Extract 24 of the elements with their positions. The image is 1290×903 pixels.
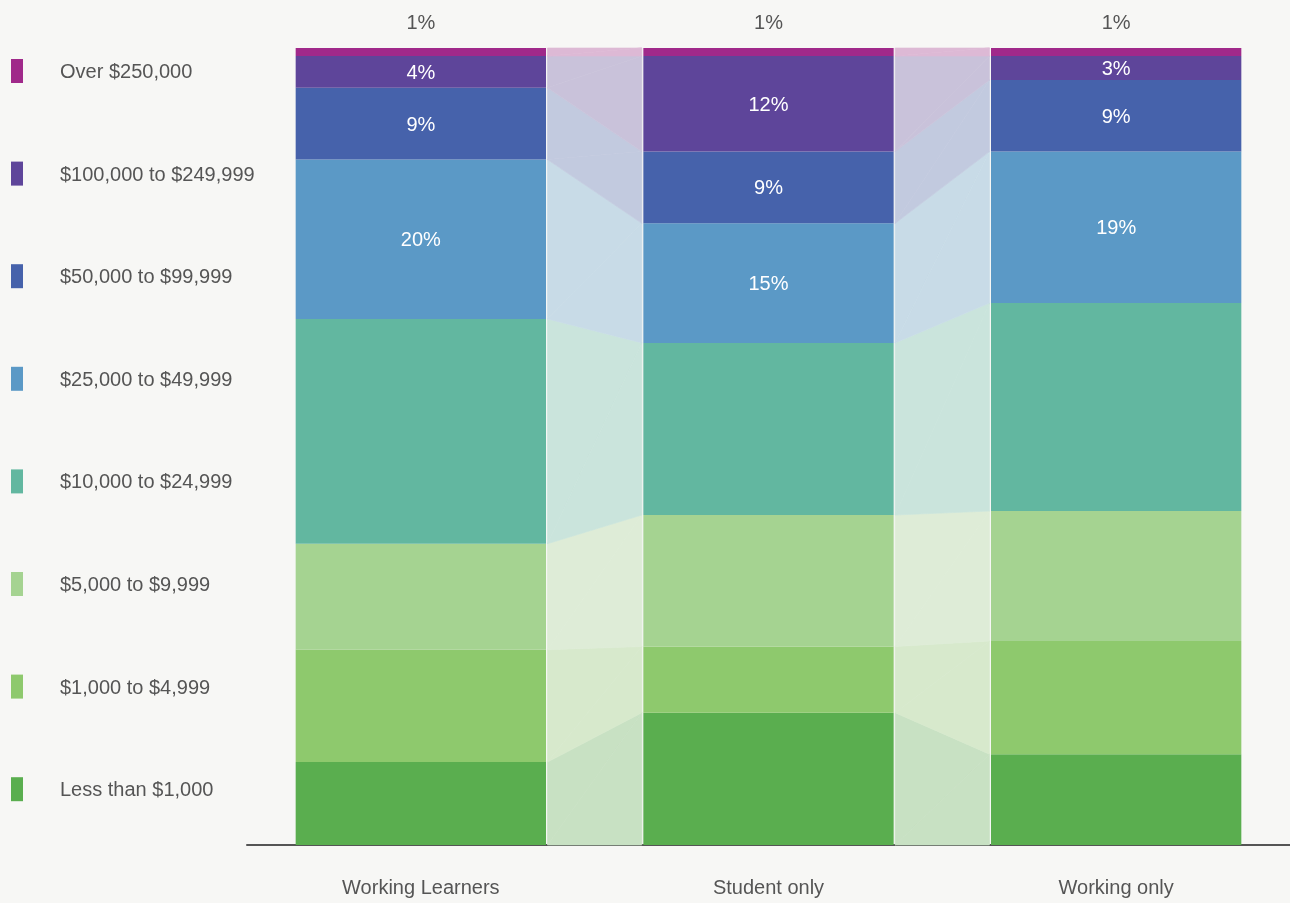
legend-label: Over $250,000 (60, 60, 193, 82)
data-label: 4% (406, 60, 436, 83)
data-label: 20% (400, 228, 442, 251)
bar (991, 55, 1242, 80)
data-label: 9% (1101, 104, 1131, 127)
legend-label: $50,000 to $99,999 (60, 265, 233, 288)
x-tick-label: Student only (712, 876, 825, 898)
data-label: 1% (406, 11, 436, 33)
data-label: 1% (754, 11, 784, 33)
x-tick-label: Working only (1058, 876, 1174, 898)
data-label: 15% (748, 272, 789, 295)
data-label: 1% (1101, 11, 1131, 33)
legend-label: $25,000 to $49,999 (60, 367, 233, 390)
data-label: 9% (754, 176, 784, 199)
data-label: 9% (406, 112, 436, 135)
legend-label: $1,000 to $4,999 (60, 675, 211, 698)
legend-label: $100,000 to $249,999 (60, 162, 255, 185)
data-label: 19% (1096, 216, 1137, 239)
legend-label: $10,000 to $24,999 (60, 470, 233, 493)
data-label: 12% (748, 92, 789, 115)
x-tick-label: Working Learners (342, 876, 500, 898)
legend-label: Less than $1,000 (60, 778, 214, 801)
legend-label: $5,000 to $9,999 (60, 573, 211, 595)
data-label: 3% (1101, 56, 1131, 79)
